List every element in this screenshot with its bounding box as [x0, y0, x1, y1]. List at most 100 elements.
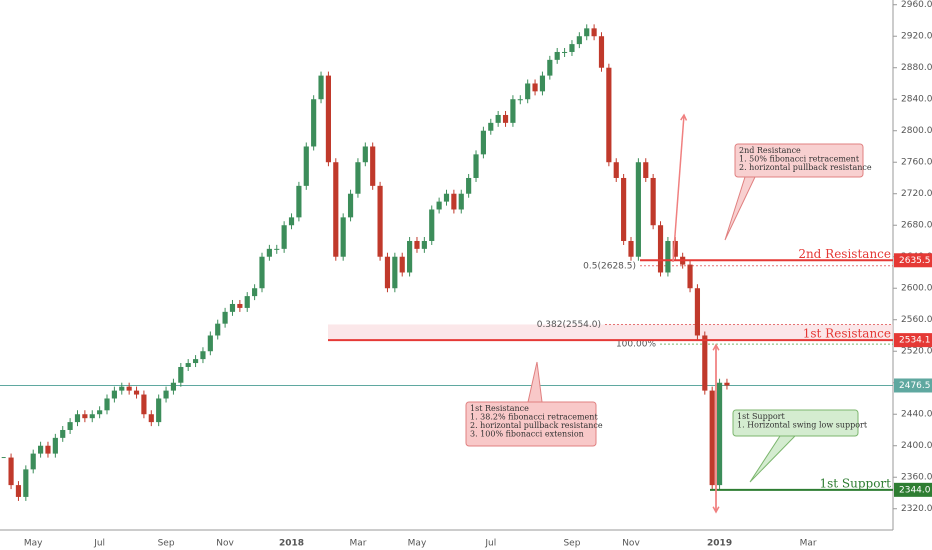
candle — [97, 410, 103, 415]
candle — [392, 256, 398, 289]
candle — [584, 28, 590, 37]
candle — [414, 240, 420, 249]
price-tag — [894, 333, 932, 348]
x-tick-label: Sep — [563, 539, 580, 549]
candle — [532, 83, 538, 92]
candle — [539, 75, 546, 92]
candle — [15, 485, 22, 497]
y-tick-label: 2600.0 — [901, 284, 932, 294]
candle — [333, 162, 339, 257]
candle — [650, 177, 656, 226]
candle — [163, 390, 169, 399]
candle — [591, 28, 597, 37]
callout-box — [732, 409, 859, 437]
callout-text: 2nd Resistance — [739, 146, 801, 155]
candle — [702, 335, 708, 391]
candle — [303, 146, 309, 186]
candle — [525, 83, 531, 100]
x-tick-label: May — [24, 539, 43, 549]
level-name: 1st Support — [819, 476, 891, 490]
candle — [259, 256, 265, 289]
callout-text: 1. Horizontal swing low support — [737, 421, 868, 430]
y-tick-label: 2680.0 — [901, 221, 932, 231]
x-tick-label: Sep — [158, 539, 175, 549]
candle — [311, 99, 317, 147]
candle — [74, 414, 81, 423]
candle — [466, 177, 472, 194]
candle — [178, 366, 184, 383]
price-tag-label: 2534.1 — [899, 336, 931, 346]
candle — [377, 185, 383, 257]
candle — [635, 162, 641, 257]
y-tick-label: 2760.0 — [901, 158, 932, 168]
candle — [443, 193, 450, 202]
callout-pointer — [527, 361, 543, 403]
callout-text: 1. 50% fibonacci retracement — [739, 155, 860, 164]
candle — [229, 303, 236, 312]
candle — [23, 469, 29, 497]
x-tick-label: 2019 — [707, 539, 732, 549]
x-tick-label: May — [408, 539, 427, 549]
candle — [281, 225, 287, 249]
x-tick-label: Mar — [800, 539, 817, 549]
candle — [340, 217, 346, 257]
candle — [185, 363, 191, 367]
callout-text: 2. horizontal pullback resistance — [739, 163, 872, 172]
price-tag-label: 2344.0 — [899, 485, 931, 495]
y-tick-label: 2400.0 — [901, 441, 932, 451]
candle — [554, 51, 560, 60]
candle — [510, 99, 516, 123]
y-tick-label: 2880.0 — [901, 63, 932, 73]
y-tick-label: 2440.0 — [901, 410, 932, 420]
candle — [488, 122, 494, 131]
level-name: 2nd Resistance — [798, 247, 891, 261]
candle — [399, 256, 405, 273]
fib-label: 0.382(2554.0) — [537, 320, 601, 330]
candle — [325, 75, 332, 163]
callout-text: 1st Support — [737, 412, 785, 421]
candle — [547, 59, 553, 76]
y-tick-label: 2920.0 — [901, 32, 932, 42]
candle — [687, 264, 693, 289]
candle — [569, 44, 575, 52]
candle — [119, 386, 125, 391]
candle — [407, 240, 413, 273]
fib-label: 0.5(2628.5) — [583, 261, 636, 271]
candle — [628, 240, 634, 257]
candle — [370, 146, 376, 186]
callout-text: 3. 100% fibonacci extension — [470, 430, 584, 439]
candle — [480, 130, 486, 155]
candle — [288, 217, 295, 226]
y-tick-label: 2360.0 — [901, 473, 932, 483]
candle — [621, 177, 627, 241]
candle — [222, 311, 228, 324]
fib-label: 100.00% — [616, 340, 656, 350]
candle — [436, 201, 442, 210]
candle — [502, 114, 509, 123]
candle — [89, 414, 95, 419]
candle — [362, 146, 368, 163]
candle — [665, 240, 671, 273]
candle — [473, 154, 479, 178]
candle — [60, 429, 66, 438]
candle — [111, 390, 117, 399]
candle — [148, 414, 154, 423]
y-tick-label: 2320.0 — [901, 504, 932, 514]
candle — [192, 359, 199, 364]
y-tick-label: 2720.0 — [901, 189, 932, 199]
candle — [451, 193, 457, 210]
candle — [8, 457, 14, 486]
level-name: 1st Resistance — [803, 327, 891, 341]
y-tick-label: 2840.0 — [901, 95, 932, 105]
candle — [30, 453, 36, 470]
candle — [274, 248, 280, 250]
callout-pointer — [749, 435, 797, 483]
candle — [709, 390, 715, 486]
candle — [82, 414, 88, 419]
candle — [318, 75, 324, 100]
candle — [296, 185, 302, 218]
candle — [237, 303, 243, 308]
price-tag-label: 2635.5 — [899, 256, 931, 266]
candle — [561, 51, 568, 53]
candle — [724, 382, 730, 386]
